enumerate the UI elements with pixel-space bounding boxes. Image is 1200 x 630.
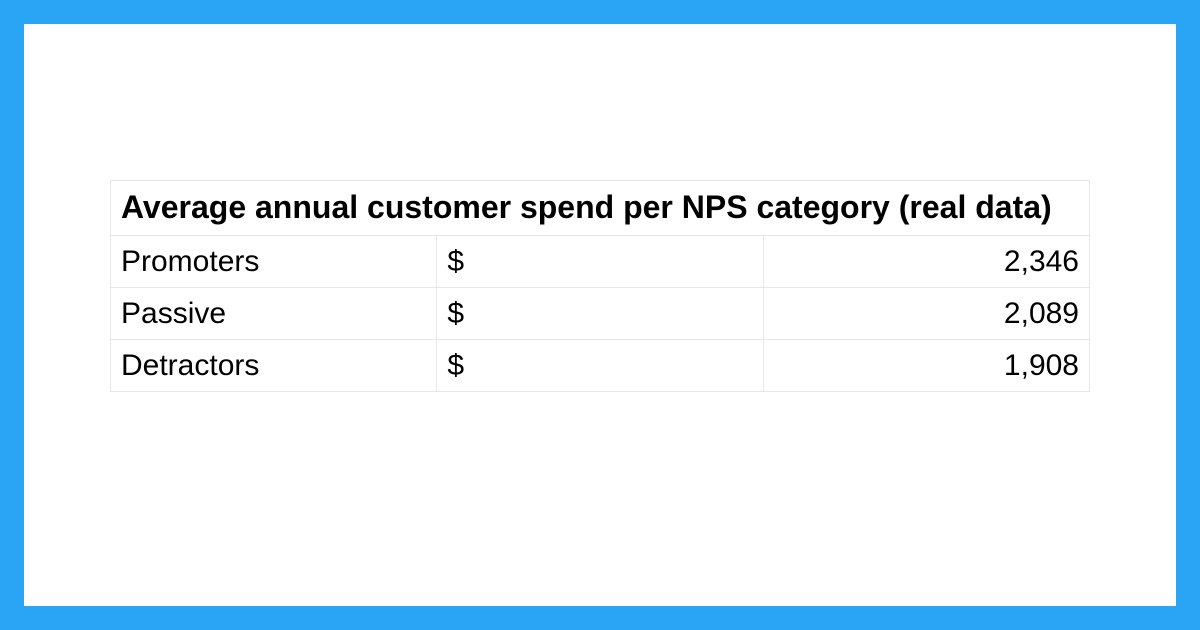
table-header-row: Average annual customer spend per NPS ca… <box>111 181 1090 236</box>
outer-frame: Average annual customer spend per NPS ca… <box>0 0 1200 630</box>
row-currency-passive: $ <box>437 287 763 339</box>
nps-spend-table: Average annual customer spend per NPS ca… <box>110 180 1090 392</box>
row-value-promoters: 2,346 <box>763 235 1089 287</box>
row-label-passive: Passive <box>111 287 437 339</box>
table-row: Promoters $ 2,346 <box>111 235 1090 287</box>
row-label-promoters: Promoters <box>111 235 437 287</box>
row-currency-detractors: $ <box>437 339 763 391</box>
row-label-detractors: Detractors <box>111 339 437 391</box>
row-value-passive: 2,089 <box>763 287 1089 339</box>
table-title: Average annual customer spend per NPS ca… <box>111 181 1090 236</box>
inner-panel: Average annual customer spend per NPS ca… <box>24 24 1176 606</box>
row-value-detractors: 1,908 <box>763 339 1089 391</box>
table-row: Passive $ 2,089 <box>111 287 1090 339</box>
row-currency-promoters: $ <box>437 235 763 287</box>
table-row: Detractors $ 1,908 <box>111 339 1090 391</box>
